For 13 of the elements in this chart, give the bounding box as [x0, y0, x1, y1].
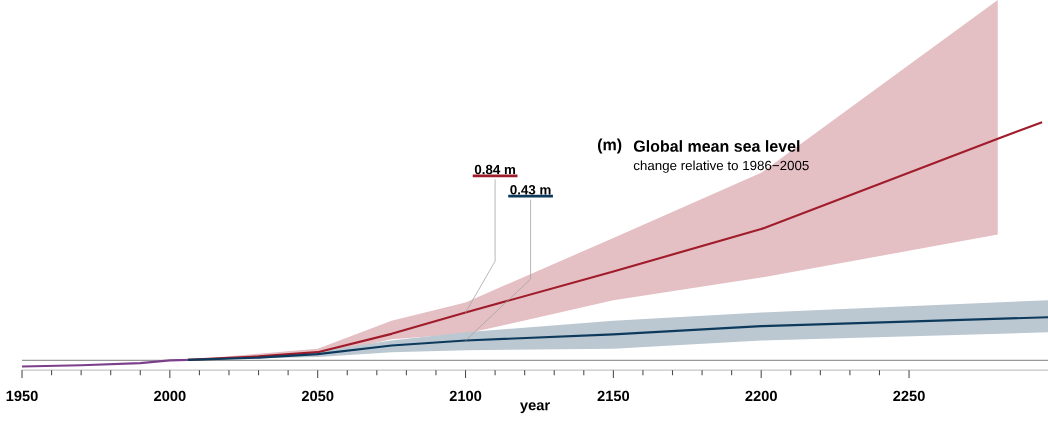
x-tick-label: 2200	[745, 390, 777, 402]
x-tick-label: 1950	[6, 390, 38, 402]
annotation: 0.84 m	[474, 164, 516, 175]
x-tick-label: 2250	[893, 390, 925, 402]
text: change relative to 1986−2005	[633, 160, 809, 173]
x-tick-label: 2150	[597, 390, 630, 402]
y-axis-title: (m)	[597, 138, 622, 154]
x-tick-label: 2100	[449, 390, 482, 402]
annotation: 0.43 m	[510, 185, 551, 195]
x-tick-label: 2050	[301, 390, 334, 402]
x-axis-title: year	[520, 402, 550, 414]
text: Global mean sea level	[633, 140, 800, 152]
x-tick-label: 2000	[154, 390, 186, 402]
